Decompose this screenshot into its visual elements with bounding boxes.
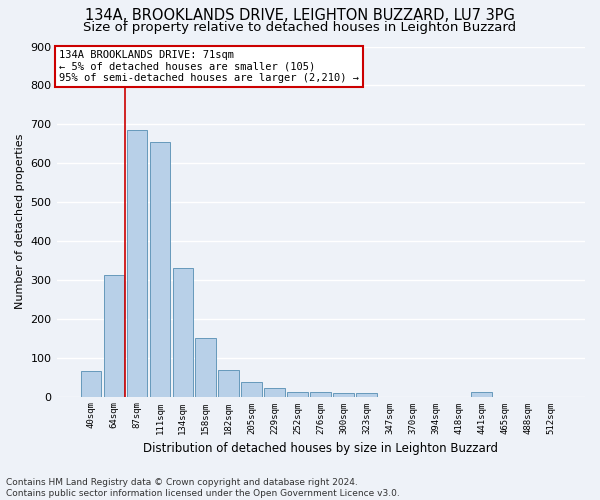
Bar: [149, 142, 170, 397]
Text: 134A BROOKLANDS DRIVE: 71sqm
← 5% of detached houses are smaller (105)
95% of se: 134A BROOKLANDS DRIVE: 71sqm ← 5% of det…: [59, 50, 359, 83]
X-axis label: Distribution of detached houses by size in Leighton Buzzard: Distribution of detached houses by size …: [143, 442, 498, 455]
Text: Size of property relative to detached houses in Leighton Buzzard: Size of property relative to detached ho…: [83, 21, 517, 34]
Bar: [127, 130, 147, 396]
Bar: [287, 392, 308, 396]
Bar: [334, 392, 354, 396]
Bar: [472, 392, 492, 396]
Bar: [80, 372, 101, 396]
Bar: [241, 382, 262, 396]
Bar: [196, 338, 216, 396]
Bar: [173, 268, 193, 396]
Text: Contains HM Land Registry data © Crown copyright and database right 2024.
Contai: Contains HM Land Registry data © Crown c…: [6, 478, 400, 498]
Bar: [104, 275, 124, 396]
Y-axis label: Number of detached properties: Number of detached properties: [15, 134, 25, 309]
Text: 134A, BROOKLANDS DRIVE, LEIGHTON BUZZARD, LU7 3PG: 134A, BROOKLANDS DRIVE, LEIGHTON BUZZARD…: [85, 8, 515, 22]
Bar: [356, 392, 377, 396]
Bar: [310, 392, 331, 396]
Bar: [218, 370, 239, 396]
Bar: [265, 388, 285, 396]
